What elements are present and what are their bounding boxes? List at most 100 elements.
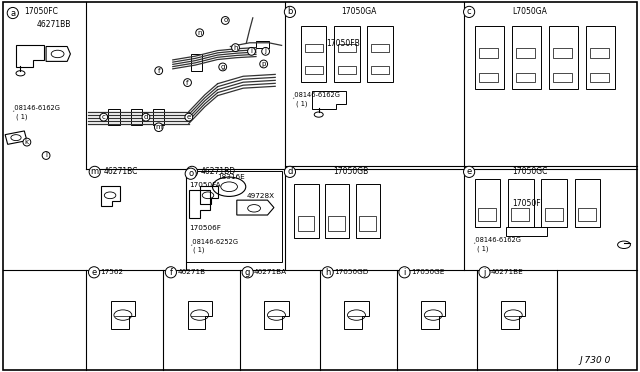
Text: g: g (245, 268, 250, 277)
Bar (516, 73, 535, 82)
Text: j: j (264, 48, 267, 54)
Text: m: m (156, 124, 162, 130)
Text: 17050FB: 17050FB (326, 39, 360, 48)
Bar (108, 109, 120, 125)
Text: c: c (102, 114, 106, 120)
Text: 46271BC: 46271BC (104, 167, 138, 176)
Bar (512, 26, 541, 89)
Text: ( 1): ( 1) (477, 246, 488, 252)
Bar (506, 227, 547, 236)
Text: m: m (91, 167, 99, 176)
Bar (478, 208, 496, 221)
Text: ¸08146-6162G: ¸08146-6162G (12, 104, 60, 111)
Bar (191, 54, 202, 71)
Bar (479, 48, 498, 58)
Text: k: k (25, 139, 29, 145)
Text: 17050GE: 17050GE (411, 269, 444, 275)
Text: e: e (467, 167, 472, 176)
Bar (549, 26, 578, 89)
Text: 17050FA: 17050FA (189, 182, 220, 188)
Text: 46271B: 46271B (177, 269, 205, 275)
Text: 170506F: 170506F (189, 225, 221, 231)
Bar (359, 216, 376, 231)
Bar (256, 41, 269, 48)
Text: f: f (170, 268, 172, 277)
Bar (131, 109, 142, 125)
Text: a: a (10, 9, 15, 17)
Bar (301, 26, 326, 82)
Bar (578, 208, 596, 221)
Bar (508, 179, 534, 227)
Bar (153, 109, 164, 125)
Text: 17050GC: 17050GC (512, 167, 547, 176)
Bar (541, 179, 567, 227)
Text: 17050FC: 17050FC (24, 7, 58, 16)
Text: h: h (233, 45, 238, 51)
Text: f: f (186, 80, 189, 86)
Bar (516, 48, 535, 58)
Text: n: n (197, 30, 202, 36)
Bar (338, 66, 356, 74)
Bar (371, 66, 389, 74)
Text: ( 1): ( 1) (296, 100, 307, 107)
Bar (294, 184, 319, 238)
Text: l: l (45, 153, 47, 158)
Text: 49728X: 49728X (246, 193, 275, 199)
Text: i: i (403, 268, 406, 277)
Bar (475, 179, 500, 227)
Text: e: e (187, 114, 191, 120)
Text: J 730 0: J 730 0 (579, 356, 611, 365)
FancyBboxPatch shape (3, 2, 637, 370)
Bar (356, 184, 380, 238)
Text: f: f (157, 68, 160, 74)
Text: o: o (188, 169, 193, 178)
Text: ¸08146-6162G: ¸08146-6162G (472, 236, 521, 243)
Text: j: j (483, 268, 486, 277)
Text: 17562: 17562 (100, 269, 124, 275)
Bar (334, 26, 360, 82)
Text: 17050GB: 17050GB (333, 167, 368, 176)
Bar (475, 26, 504, 89)
Text: 46271BA: 46271BA (254, 269, 287, 275)
Bar (367, 26, 393, 82)
Text: o: o (223, 17, 227, 23)
Text: 46271BE: 46271BE (491, 269, 524, 275)
Text: 18316E: 18316E (218, 174, 245, 180)
Bar (590, 48, 609, 58)
Bar (371, 44, 389, 52)
Bar (511, 208, 529, 221)
Bar (545, 208, 563, 221)
Bar (328, 216, 345, 231)
Bar (325, 184, 349, 238)
Text: e: e (92, 268, 97, 277)
Text: g: g (221, 64, 225, 70)
Text: p: p (262, 61, 266, 67)
Bar (305, 66, 323, 74)
Text: h: h (325, 268, 330, 277)
Bar (298, 216, 314, 231)
Bar (553, 48, 572, 58)
Text: b: b (287, 7, 292, 16)
Text: 46271BB: 46271BB (37, 20, 72, 29)
Bar (586, 26, 615, 89)
Bar (590, 73, 609, 82)
Text: L7050GA: L7050GA (512, 7, 547, 16)
Bar (305, 44, 323, 52)
Bar (553, 73, 572, 82)
Bar (338, 44, 356, 52)
Text: ( 1): ( 1) (16, 113, 28, 120)
Text: 46271BD: 46271BD (201, 167, 236, 176)
Text: n: n (189, 167, 195, 176)
Text: ( 1): ( 1) (193, 246, 205, 253)
Bar (479, 73, 498, 82)
Text: 17050GA: 17050GA (340, 7, 376, 16)
Text: c: c (467, 7, 472, 16)
Text: 17050F: 17050F (512, 199, 541, 208)
Text: 17050GD: 17050GD (334, 269, 369, 275)
Bar (186, 171, 282, 262)
Text: d: d (144, 114, 148, 120)
Text: ¸08146-6162G: ¸08146-6162G (291, 91, 340, 98)
Text: i: i (250, 48, 253, 54)
Text: ¸08146-6252G: ¸08146-6252G (189, 238, 238, 245)
Bar (575, 179, 600, 227)
